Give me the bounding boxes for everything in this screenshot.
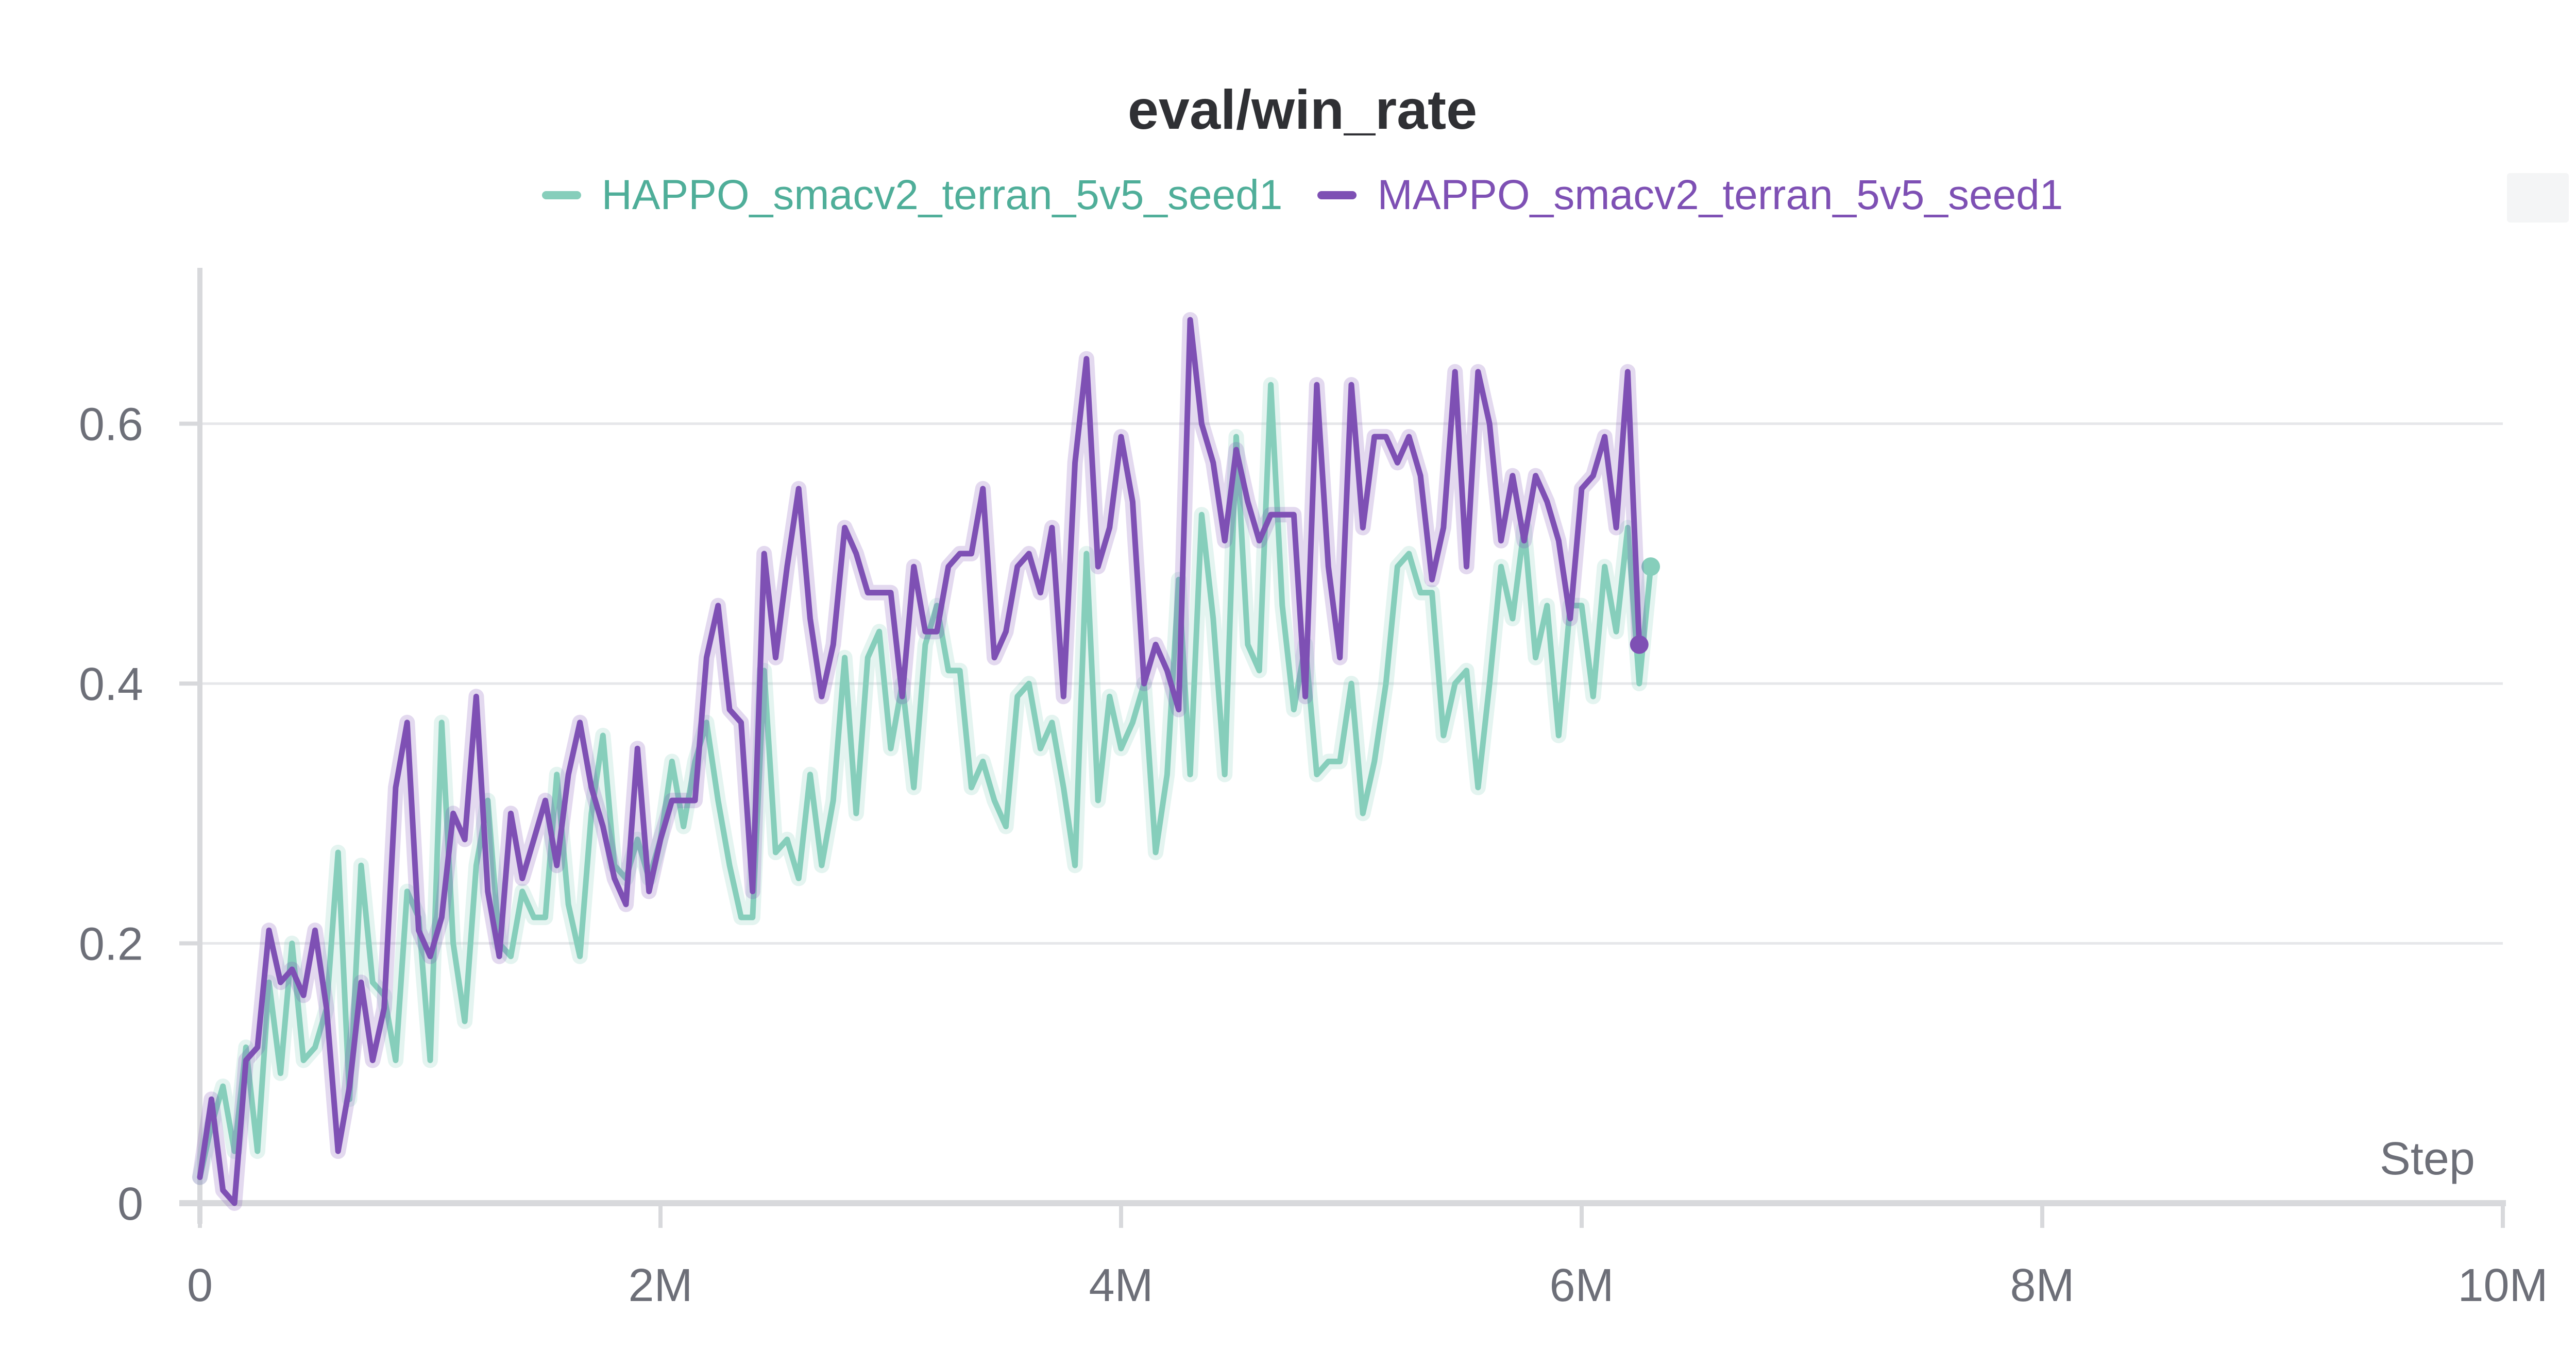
panel-menu-handle[interactable]	[2507, 173, 2569, 223]
y-tick-label: 0.6	[79, 399, 143, 451]
x-tick-label: 0	[187, 1260, 213, 1311]
chart-title: eval/win_rate	[1127, 78, 1478, 141]
x-axis-label: Step	[2380, 1133, 2475, 1185]
axes	[179, 268, 2506, 1228]
legend-swatch-happo	[541, 191, 581, 199]
legend-item-mappo[interactable]: MAPPO_smacv2_terran_5v5_seed1	[1317, 171, 2063, 219]
y-tick-label: 0.2	[79, 919, 143, 970]
legend-label-mappo: MAPPO_smacv2_terran_5v5_seed1	[1377, 172, 2063, 218]
series-line-0	[197, 382, 1654, 1181]
series-endpoint-1	[1630, 635, 1649, 654]
legend-label-happo: HAPPO_smacv2_terran_5v5_seed1	[601, 172, 1283, 218]
x-tick-label: 2M	[628, 1260, 692, 1311]
legend: HAPPO_smacv2_terran_5v5_seed1 MAPPO_smac…	[0, 171, 2576, 219]
x-tick-label: 4M	[1089, 1260, 1153, 1311]
legend-item-happo[interactable]: HAPPO_smacv2_terran_5v5_seed1	[541, 171, 1283, 219]
series-line-1	[197, 317, 1642, 1206]
x-tick-label: 10M	[2458, 1260, 2548, 1311]
tick-labels: 0 0.2 0.4 0.6 0 2M 4M 6M 8M 10M Step	[79, 399, 2548, 1311]
y-tick-label: 0.4	[79, 659, 143, 710]
series-lines	[192, 312, 1660, 1211]
series-endpoint-0	[1641, 557, 1660, 576]
legend-swatch-mappo	[1317, 191, 1357, 199]
x-tick-label: 6M	[1549, 1260, 1614, 1311]
y-tick-label: 0	[117, 1178, 143, 1230]
x-tick-label: 8M	[2010, 1260, 2074, 1311]
